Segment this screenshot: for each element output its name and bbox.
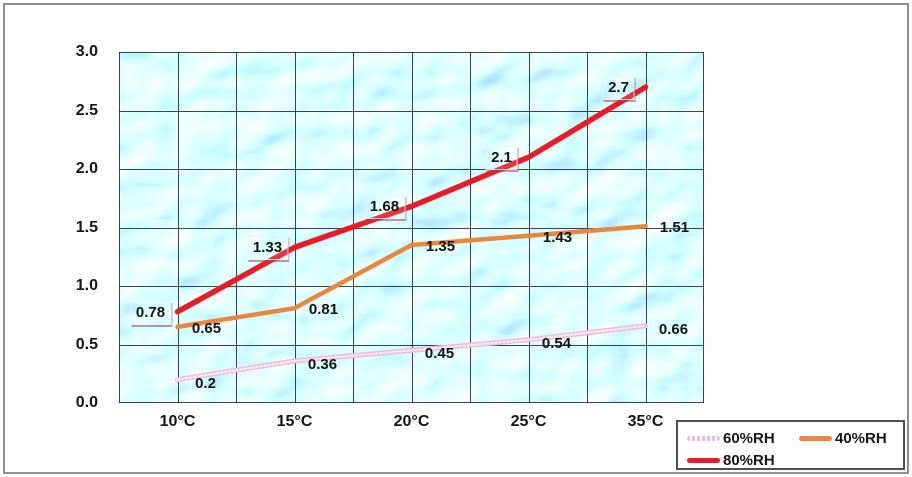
y-tick-label-5: 0.5 (75, 335, 98, 353)
data-label-80rh-0[interactable]: 0.78 (129, 300, 172, 325)
legend-entry-60rh[interactable]: 60%RH (687, 429, 775, 447)
data-label-40rh-3[interactable]: 1.43 (542, 228, 573, 246)
data-label-40rh-1[interactable]: 0.81 (308, 301, 339, 319)
data-label-40rh-0[interactable]: 0.65 (191, 319, 222, 337)
series-line-40rh[interactable] (175, 224, 648, 330)
data-label-40rh-2[interactable]: 1.35 (425, 238, 456, 256)
data-label-60rh-4[interactable]: 0.66 (658, 320, 689, 338)
legend[interactable]: 60%RH 40%RH 80%RH (676, 420, 905, 470)
legend-label: 80%RH (723, 451, 775, 469)
series-line-60rh-texture (176, 324, 647, 381)
data-label-60rh-2[interactable]: 0.45 (424, 345, 455, 363)
data-label-80rh-2[interactable]: 1.68 (363, 195, 406, 220)
series-lines (174, 84, 649, 383)
data-label-80rh-4[interactable]: 2.7 (602, 76, 635, 101)
data-label-40rh-4[interactable]: 1.51 (659, 219, 690, 237)
data-label-60rh-3[interactable]: 0.54 (541, 334, 572, 352)
legend-swatch-40rh (799, 435, 832, 441)
y-tick-label-1: 2.5 (75, 101, 98, 119)
y-tick-label-3: 1.5 (75, 218, 98, 236)
x-tick-label-2: 20°C (393, 413, 430, 430)
legend-label: 60%RH (723, 429, 775, 447)
x-tick-label-1: 15°C (276, 413, 313, 430)
data-label-60rh-0[interactable]: 0.2 (195, 374, 216, 392)
data-label-80rh-1[interactable]: 1.33 (246, 236, 289, 261)
data-label-80rh-3[interactable]: 2.1 (485, 146, 518, 171)
y-tick-label-0: 3.0 (75, 43, 98, 60)
data-label-60rh-1[interactable]: 0.36 (307, 355, 338, 373)
y-tick-label-4: 1.0 (75, 277, 98, 294)
x-tick-label-4: 35°C (627, 413, 664, 430)
legend-swatch-60rh (687, 435, 720, 441)
legend-label: 40%RH (835, 429, 887, 447)
x-tick-label-3: 25°C (510, 413, 547, 430)
legend-swatch-80rh (687, 457, 720, 463)
legend-entry-80rh[interactable]: 80%RH (687, 451, 775, 469)
series-line-80rh[interactable] (174, 84, 649, 315)
y-tick-label-6: 0.0 (75, 394, 98, 411)
plot-canvas (119, 52, 704, 403)
x-tick-label-0: 10°C (159, 413, 196, 430)
legend-entry-40rh[interactable]: 40%RH (799, 429, 887, 447)
y-tick-label-2: 2.0 (75, 160, 98, 177)
plot-area[interactable] (119, 52, 704, 403)
